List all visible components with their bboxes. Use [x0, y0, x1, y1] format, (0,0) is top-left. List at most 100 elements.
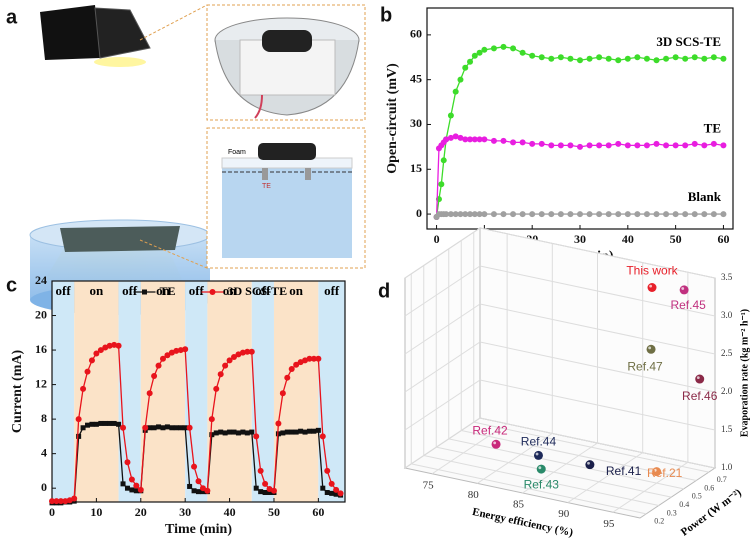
- marker: [605, 142, 612, 149]
- marker: [85, 422, 91, 428]
- marker: [557, 211, 564, 218]
- marker: [182, 425, 188, 431]
- region-label: on: [156, 283, 171, 298]
- marker: [634, 54, 641, 61]
- point: [491, 439, 501, 449]
- panel-label: c: [6, 274, 17, 296]
- marker: [204, 487, 211, 494]
- marker: [476, 211, 483, 218]
- marker: [62, 498, 69, 505]
- marker: [53, 498, 60, 505]
- marker: [315, 427, 321, 433]
- marker: [146, 390, 153, 397]
- x-tick-label: 95: [603, 518, 615, 530]
- marker: [191, 488, 197, 494]
- region-label: off: [56, 283, 72, 298]
- marker: [476, 136, 483, 143]
- x-tick-label: 60: [312, 505, 324, 519]
- marker: [467, 58, 474, 65]
- marker: [701, 142, 708, 149]
- x-tick-label: 0: [434, 232, 440, 246]
- marker: [231, 429, 237, 435]
- marker: [208, 416, 215, 423]
- marker: [653, 140, 660, 147]
- marker: [624, 55, 631, 62]
- marker: [97, 347, 104, 354]
- region-label: off: [189, 283, 205, 298]
- marker: [151, 425, 157, 431]
- plot-frame: [51, 280, 346, 503]
- marker: [663, 211, 670, 218]
- lamp-head: [94, 7, 151, 59]
- marker: [672, 54, 679, 61]
- x-axis-label: Time (min): [165, 522, 232, 537]
- marker: [605, 211, 612, 218]
- marker: [471, 211, 478, 218]
- marker: [567, 211, 574, 218]
- marker: [452, 133, 459, 140]
- y-tick-label: 60: [410, 27, 422, 41]
- grid-line: [473, 421, 709, 473]
- marker: [280, 430, 286, 436]
- grid-line: [404, 265, 481, 317]
- x-tick-label: 80: [468, 489, 480, 501]
- marker: [490, 211, 497, 218]
- marker: [510, 139, 517, 146]
- marker: [93, 421, 99, 427]
- grid-line: [479, 265, 716, 317]
- marker: [452, 211, 459, 218]
- marker: [249, 429, 255, 435]
- marker: [557, 54, 564, 61]
- marker: [315, 355, 322, 362]
- plot-frame: [426, 7, 734, 230]
- marker: [120, 424, 127, 431]
- marker: [159, 355, 166, 362]
- marker: [284, 374, 291, 381]
- marker: [471, 52, 478, 59]
- grid-line: [612, 461, 689, 513]
- point: [647, 282, 657, 292]
- series-label: 3D SCS-TE: [656, 34, 721, 49]
- marker: [615, 211, 622, 218]
- marker: [76, 433, 82, 439]
- marker: [240, 429, 246, 435]
- marker: [213, 385, 220, 392]
- marker: [586, 55, 593, 62]
- point-highlight: [649, 284, 653, 288]
- point-label: Ref.46: [682, 389, 718, 403]
- x-tick-label: 85: [513, 499, 525, 511]
- marker: [231, 353, 238, 360]
- marker: [538, 140, 545, 147]
- marker: [133, 488, 139, 494]
- marker: [199, 485, 206, 492]
- point: [533, 450, 543, 460]
- x-tick-label: 75: [423, 479, 435, 491]
- grid-line: [479, 227, 716, 279]
- marker: [324, 467, 331, 474]
- point-highlight: [493, 441, 497, 445]
- illustration-label: Foam: [228, 149, 246, 156]
- marker: [302, 429, 308, 435]
- series-label: TE: [704, 120, 721, 135]
- marker: [701, 55, 708, 62]
- marker: [548, 211, 555, 218]
- marker: [720, 211, 727, 218]
- marker: [319, 433, 326, 440]
- marker: [57, 498, 64, 505]
- x-tick-label: 50: [670, 232, 682, 246]
- region: [118, 281, 141, 502]
- marker: [701, 211, 708, 218]
- y-tick-label: 0.6: [704, 483, 714, 492]
- guide: [139, 239, 208, 269]
- legend-label: TE: [160, 284, 176, 298]
- marker: [663, 55, 670, 62]
- marker: [337, 490, 344, 497]
- marker: [467, 136, 474, 143]
- marker: [605, 55, 612, 62]
- marker: [160, 425, 166, 431]
- y-tick-label: 0.4: [679, 500, 689, 509]
- marker: [217, 371, 224, 378]
- y-tick-label: 0.3: [667, 508, 677, 517]
- marker: [200, 489, 206, 495]
- grid-line: [479, 341, 716, 393]
